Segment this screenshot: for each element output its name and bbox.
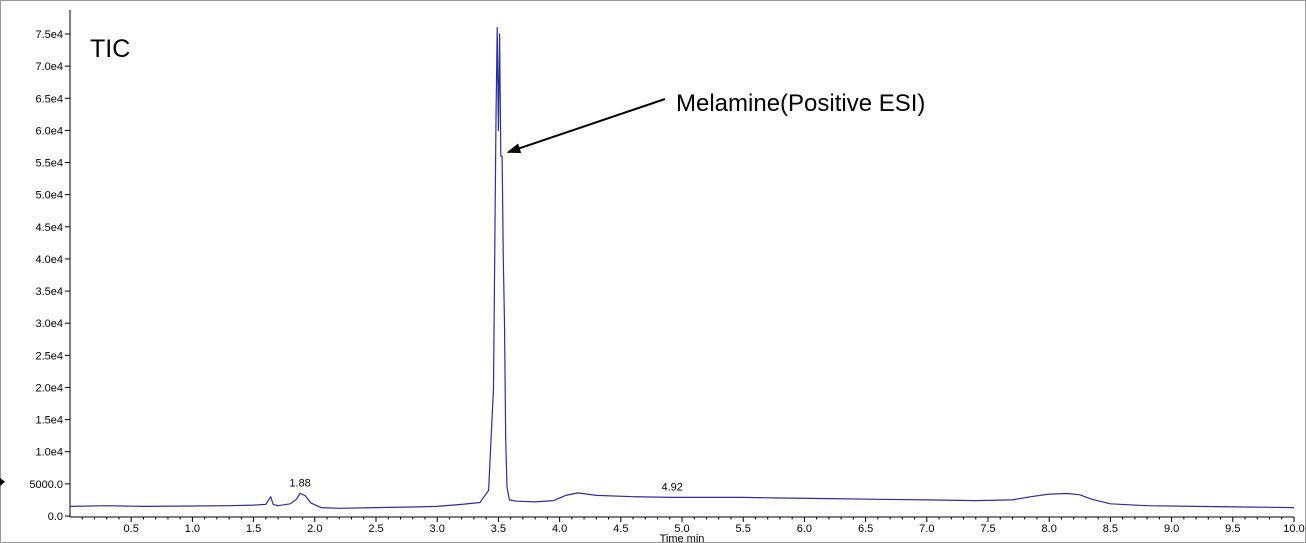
x-tick-label: 9.0 bbox=[1164, 523, 1179, 535]
x-tick-label: 10.0 bbox=[1283, 523, 1304, 535]
x-tick-label: 3.5 bbox=[491, 523, 506, 535]
chart-title: TIC bbox=[90, 35, 130, 63]
callout-label: Melamine(Positive ESI) bbox=[676, 90, 925, 117]
x-tick-label: 4.5 bbox=[613, 523, 628, 535]
x-tick-label: 7.0 bbox=[919, 523, 934, 535]
y-tick-label: 4.5e4 bbox=[35, 222, 63, 234]
y-tick-label: 6.0e4 bbox=[35, 125, 63, 137]
x-tick-label: 1.5 bbox=[246, 523, 261, 535]
series-line-0 bbox=[69, 27, 1295, 509]
x-tick-label: 5.5 bbox=[736, 523, 751, 535]
x-tick-label: 8.5 bbox=[1103, 523, 1118, 535]
x-tick-label: 3.0 bbox=[430, 523, 445, 535]
y-tick-label: 5000.0 bbox=[29, 479, 63, 491]
y-tick-label: 7.0e4 bbox=[35, 61, 63, 73]
y-tick-label: 2.0e4 bbox=[35, 382, 63, 394]
x-tick-label: 5.0 bbox=[674, 523, 689, 535]
annotations-group: 1.88 4.92 Melamine(Positive ESI) bbox=[289, 90, 925, 493]
y-tick-label: 3.5e4 bbox=[35, 286, 63, 298]
y-tick-label: 1.0e4 bbox=[35, 447, 63, 459]
peak-label: 1.88 bbox=[289, 478, 310, 490]
x-tick-label: 8.0 bbox=[1042, 523, 1057, 535]
y-tick-label: 3.0e4 bbox=[35, 318, 63, 330]
x-tick-label: 2.5 bbox=[368, 523, 383, 535]
y-axis: 0.0 5000.0 1.0e4 1.5e4 2.0e4 2.5e4 3.0e4 3.5e4 4… bbox=[0, 10, 71, 523]
x-tick-label: 0.5 bbox=[124, 523, 139, 535]
series-group bbox=[69, 27, 1295, 509]
peak-label: 4.92 bbox=[661, 481, 682, 493]
x-axis-label: Time min bbox=[660, 533, 705, 543]
y-tick-label: 5.0e4 bbox=[35, 190, 63, 202]
callout-arrow bbox=[506, 98, 666, 154]
y-tick-label: 0.0 bbox=[48, 511, 63, 523]
y-tick-label: 4.0e4 bbox=[35, 254, 63, 266]
x-tick-label: 6.0 bbox=[797, 523, 812, 535]
x-tick-label: 6.5 bbox=[858, 523, 873, 535]
y-tick-label: 7.5e4 bbox=[35, 29, 63, 41]
x-tick-label: 2.0 bbox=[307, 523, 322, 535]
baseline-marker-icon bbox=[0, 477, 5, 486]
x-axis: 0.5 1.0 1.5 2.0 2.5 3.0 3.5 4.0 4.5 5.0 5.5 6.0 6.5 7… bbox=[70, 516, 1305, 535]
y-tick-label: 2.5e4 bbox=[35, 350, 63, 362]
y-tick-label: 5.5e4 bbox=[35, 158, 63, 170]
x-tick-label: 7.5 bbox=[980, 523, 995, 535]
x-tick-label: 9.5 bbox=[1225, 523, 1240, 535]
x-tick-label: 4.0 bbox=[552, 523, 567, 535]
y-tick-label: 1.5e4 bbox=[35, 415, 63, 427]
x-tick-label: 1.0 bbox=[185, 523, 200, 535]
y-tick-label: 6.5e4 bbox=[35, 93, 63, 105]
